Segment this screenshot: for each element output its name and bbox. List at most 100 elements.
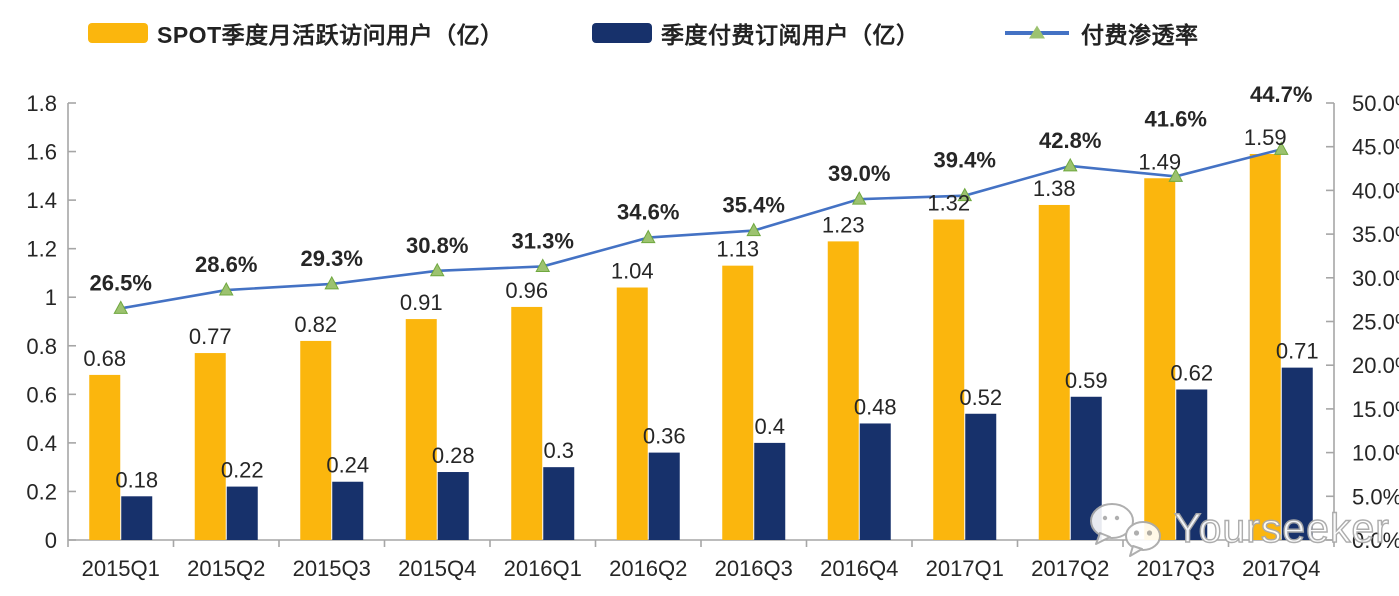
mau-bar [89, 374, 121, 540]
sub-bar [332, 481, 364, 540]
penetration-pct-label: 30.8% [406, 233, 468, 258]
sub-bar [543, 467, 575, 540]
mau-value-label: 0.91 [400, 290, 443, 315]
sub-value-label: 0.18 [115, 467, 158, 492]
mau-value-label: 0.96 [505, 278, 548, 303]
legend-triangle-icon [1029, 25, 1045, 39]
x-axis-category-label: 2016Q4 [820, 556, 898, 581]
legend-swatch-mau [88, 23, 148, 43]
sub-bar [121, 496, 153, 540]
right-axis-tick-label: 20.0% [1352, 353, 1399, 378]
right-axis-tick-label: 10.0% [1352, 441, 1399, 466]
legend-label-subscribers: 季度付费订阅用户（亿） [661, 22, 920, 48]
x-axis-category-label: 2017Q2 [1031, 556, 1109, 581]
mau-bar [1249, 153, 1281, 540]
x-axis-category-label: 2017Q3 [1137, 556, 1215, 581]
legend-line-marker-penetration [1005, 25, 1069, 39]
legend-item-penetration: 付费渗透率 [1005, 16, 1199, 50]
x-axis-category-label: 2016Q2 [609, 556, 687, 581]
sub-value-label: 0.48 [854, 394, 897, 419]
mau-bar [194, 353, 226, 540]
penetration-pct-label: 34.6% [617, 200, 679, 225]
sub-value-label: 0.62 [1170, 360, 1213, 385]
mau-value-label: 1.38 [1033, 176, 1076, 201]
penetration-marker [113, 300, 129, 314]
x-axis-category-label: 2017Q4 [1242, 556, 1320, 581]
sub-value-label: 0.4 [754, 414, 785, 439]
x-axis-category-label: 2016Q3 [715, 556, 793, 581]
sub-bar [437, 472, 469, 540]
right-axis-tick-label: 45.0% [1352, 135, 1399, 160]
penetration-marker [324, 275, 340, 290]
left-axis-tick-label: 0.6 [26, 382, 57, 407]
mau-value-label: 1.59 [1244, 125, 1287, 150]
penetration-pct-label: 39.0% [828, 161, 890, 186]
left-axis-tick-label: 1.2 [26, 237, 57, 262]
penetration-pct-label: 28.6% [195, 252, 257, 277]
sub-bar [1070, 396, 1102, 540]
sub-bar [648, 452, 680, 540]
penetration-marker [746, 222, 762, 237]
right-axis-tick-label: 35.0% [1352, 222, 1399, 247]
penetration-pct-label: 44.7% [1250, 82, 1312, 107]
sub-value-label: 0.59 [1065, 368, 1108, 393]
sub-bar [226, 486, 258, 540]
mau-bar [616, 287, 648, 540]
legend-swatch-subscribers [592, 23, 652, 43]
sub-value-label: 0.71 [1276, 339, 1319, 364]
left-axis-ticks: 0 0.2 0.4 0.6 0.8 1 1.2 1.4 1.6 1.8 [26, 91, 76, 553]
legend-label-mau: SPOT季度月活跃访问用户（亿） [157, 22, 504, 48]
penetration-marker [851, 191, 867, 205]
mau-bar [722, 265, 754, 540]
sub-value-label: 0.52 [959, 385, 1002, 410]
left-axis-tick-label: 0 [45, 528, 57, 553]
left-axis-tick-label: 1.4 [26, 188, 57, 213]
x-axis-category-label: 2015Q3 [293, 556, 371, 581]
mau-value-label: 0.68 [83, 346, 126, 371]
x-axis-category-label: 2015Q2 [187, 556, 265, 581]
mau-value-label: 0.82 [294, 312, 337, 337]
sub-value-label: 0.3 [543, 438, 574, 463]
bars-subscribers [121, 367, 1313, 540]
mau-value-label: 1.49 [1138, 149, 1181, 174]
sub-value-label: 0.36 [643, 424, 686, 449]
right-axis-tick-label: 40.0% [1352, 178, 1399, 203]
left-axis-tick-label: 0.4 [26, 431, 57, 456]
left-axis-tick-label: 1.6 [26, 140, 57, 165]
mau-bar [405, 319, 437, 540]
sub-bar [754, 442, 786, 540]
mau-value-label: 1.32 [927, 191, 970, 216]
penetration-pct-label: 29.3% [301, 246, 363, 271]
right-axis-ticks: 0.0% 5.0% 10.0% 15.0% 20.0% 25.0% 30.0% 35.0% 40… [1326, 91, 1399, 553]
right-axis-tick-label: 25.0% [1352, 310, 1399, 335]
mau-value-label: 0.77 [189, 324, 232, 349]
value-labels: 0.68 0.77 0.82 0.91 0.96 1.04 1.13 1.23 1.32 1.38… [83, 82, 1318, 492]
left-axis-tick-label: 0.2 [26, 479, 57, 504]
penetration-marker [218, 281, 234, 296]
penetration-marker [535, 258, 551, 272]
legend-item-subscribers: 季度付费订阅用户（亿） [592, 16, 920, 50]
penetration-pct-label: 41.6% [1145, 106, 1207, 131]
penetration-line [113, 141, 1289, 314]
penetration-marker [429, 262, 445, 277]
mau-value-label: 1.23 [822, 212, 865, 237]
mau-bar [827, 241, 859, 540]
mau-bar [1038, 204, 1070, 540]
mau-bar [933, 219, 965, 541]
mau-value-label: 1.04 [611, 259, 654, 284]
sub-bar [1176, 389, 1208, 540]
sub-bar [965, 413, 997, 540]
penetration-pct-label: 42.8% [1039, 128, 1101, 153]
right-axis-tick-label: 0.0% [1352, 528, 1399, 553]
penetration-pct-label: 39.4% [934, 148, 996, 173]
sub-value-label: 0.22 [221, 458, 264, 483]
penetration-marker [640, 229, 656, 244]
x-axis-category-label: 2017Q1 [926, 556, 1004, 581]
legend: SPOT季度月活跃访问用户（亿） 季度付费订阅用户（亿） 付费渗透率 [0, 0, 1399, 56]
mau-bar [511, 306, 543, 540]
mau-bar [1144, 178, 1176, 540]
sub-bar [859, 423, 891, 540]
penetration-marker [1062, 157, 1078, 172]
